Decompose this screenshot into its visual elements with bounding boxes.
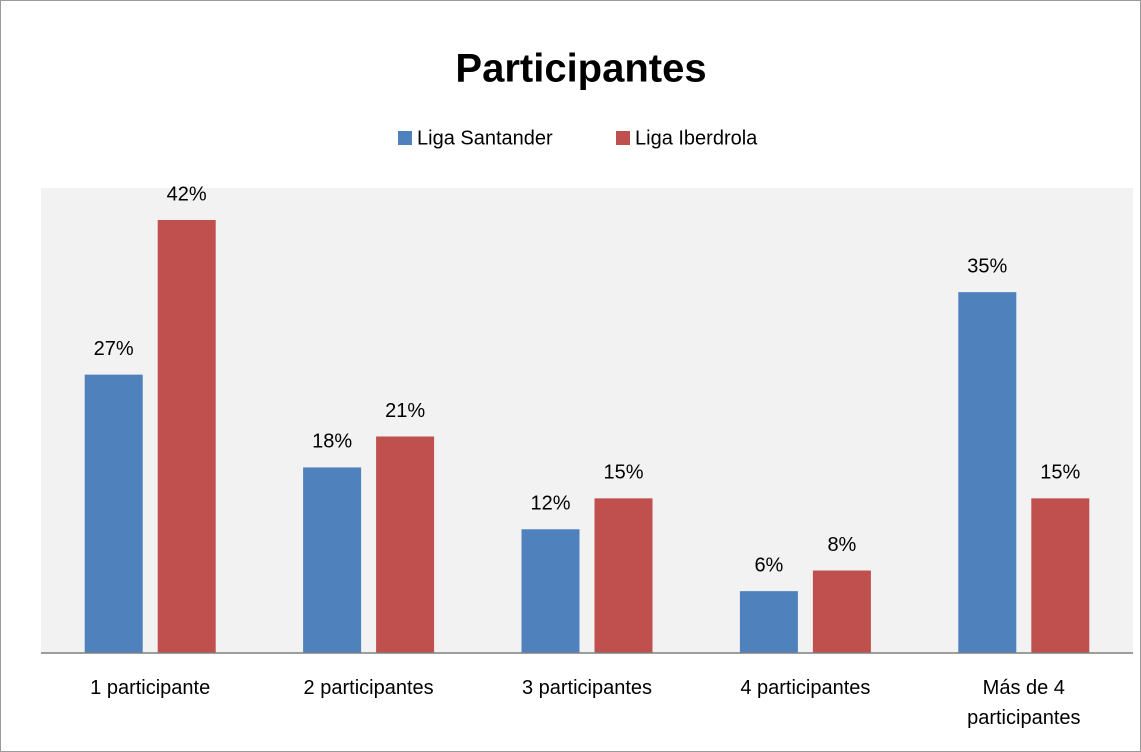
legend-label: Liga Santander (417, 127, 553, 149)
data-label: 15% (603, 462, 643, 484)
data-label: 35% (967, 255, 1007, 277)
x-tick-label: 4 participantes (740, 677, 871, 699)
data-label: 18% (312, 431, 352, 453)
data-label: 15% (1040, 462, 1080, 484)
bar (812, 570, 871, 653)
data-label: 12% (530, 493, 570, 515)
bar (84, 374, 143, 653)
data-label: 6% (754, 554, 783, 576)
legend-swatch (616, 131, 630, 145)
chart-title: Participantes (455, 47, 706, 91)
bar (739, 591, 798, 653)
bar (594, 498, 653, 653)
data-label: 27% (94, 338, 134, 360)
bar (157, 219, 216, 654)
bar (303, 467, 362, 653)
x-tick-label: 2 participantes (303, 677, 434, 699)
legend-label: Liga Iberdrola (635, 127, 758, 149)
data-label: 8% (827, 534, 856, 556)
data-label: 21% (385, 400, 425, 422)
legend-swatch (398, 131, 412, 145)
bar (1031, 498, 1090, 653)
bar (376, 436, 435, 653)
bar (521, 529, 580, 653)
x-tick-label: 1 participante (90, 677, 211, 699)
data-label: 42% (167, 183, 207, 205)
bar (958, 292, 1017, 653)
x-tick-label: 3 participantes (521, 677, 653, 699)
x-tick-label: Más de 4 participantes (967, 677, 1081, 729)
plot-area (41, 188, 1133, 653)
